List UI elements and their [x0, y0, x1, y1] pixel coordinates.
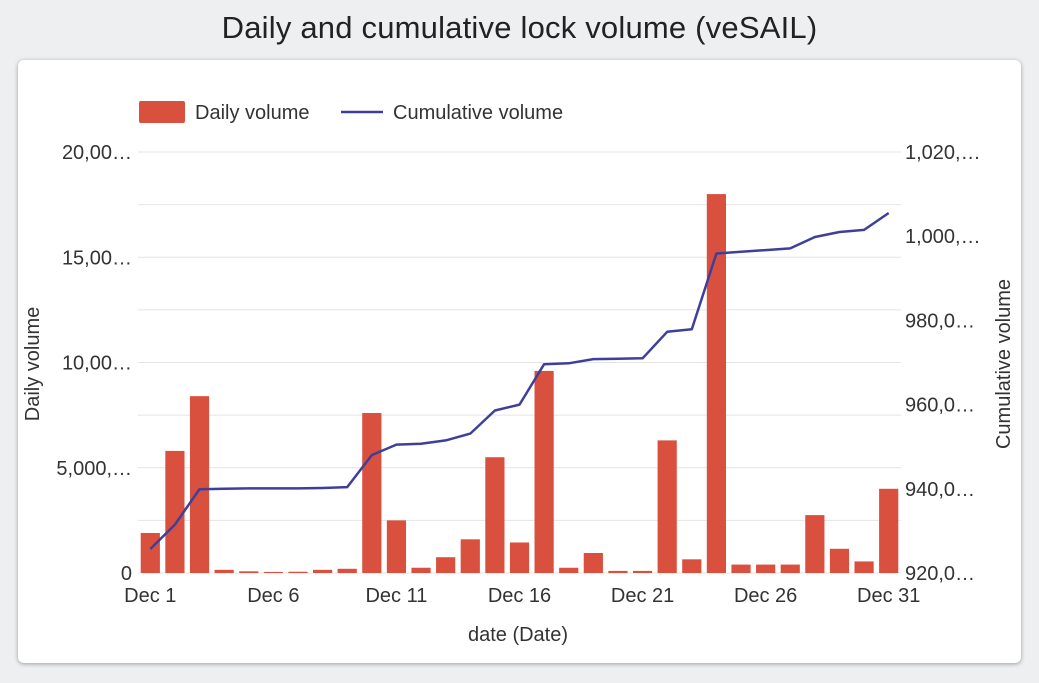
x-tick-label: Dec 6 — [247, 585, 299, 607]
bar-daily-volume — [337, 568, 357, 573]
bar-daily-volume — [239, 571, 259, 573]
bar-daily-volume — [362, 413, 382, 573]
chart: 05,000,…10,00…15,00…20,00… 920,0…940,0…9… — [22, 101, 1015, 646]
y-tick-label: 10,00… — [62, 353, 132, 375]
y-tick-label: 0 — [121, 563, 132, 585]
bar-daily-volume — [312, 569, 333, 573]
bar-daily-volume — [411, 567, 431, 573]
x-tick-label: Dec 11 — [365, 585, 427, 607]
y2-tick-label: 960,0… — [905, 395, 975, 417]
bar-daily-volume — [485, 457, 505, 573]
x-tick-label: Dec 21 — [611, 585, 674, 607]
y2-tick-label: 940,0… — [905, 479, 975, 501]
chart-card: 0 5,000,… 10,00… 15,00… 20,00… 920,0… 940,0… 9… — [18, 60, 1021, 663]
bar-daily-volume — [386, 520, 407, 573]
y-axis-title: Daily volume — [22, 307, 44, 421]
right-axis-ticks: 920,0… 940,0… 960,0… 980,0… 1,000,… 1,020,… — [905, 142, 981, 585]
y2-tick-label: 1,000,… — [905, 226, 981, 248]
page-title: Daily and cumulative lock volume (veSAIL… — [221, 10, 818, 45]
y-tick-label: 5,000,… — [56, 458, 132, 480]
x-axis-ticks: Dec 1 Dec 6 Dec 11 Dec 16 Dec 21 Dec 26 Dec 31 — [124, 585, 920, 607]
bar-daily-volume — [682, 559, 702, 573]
y2-axis-title: Cumulative volume — [993, 279, 1015, 449]
bar-daily-volume — [608, 570, 628, 573]
y2-tick-label: 1,020,… — [905, 142, 981, 164]
bar-daily-volume — [583, 553, 603, 573]
bar-daily-volume — [140, 533, 160, 573]
bar-daily-volume — [731, 564, 751, 573]
bar-daily-volume — [534, 370, 554, 573]
bar-daily-volume — [756, 564, 776, 573]
gridlines — [138, 151, 901, 574]
bar-daily-volume — [559, 567, 579, 573]
bar-daily-volume — [288, 571, 308, 573]
bar-daily-volume — [214, 569, 234, 573]
bar-daily-volume — [879, 488, 899, 573]
y2-tick-label: 920,0… — [905, 563, 975, 585]
bar-daily-volume — [165, 450, 185, 573]
cumulative-volume-line — [149, 211, 890, 550]
y2-tick-label: 980,0… — [905, 310, 975, 332]
cumulative-volume-line-group — [149, 211, 890, 550]
bar-daily-volume — [657, 440, 677, 573]
bar-daily-volume — [189, 396, 210, 573]
bar-daily-volume — [263, 571, 283, 573]
left-axis-ticks: 0 5,000,… 10,00… 15,00… 20,00… — [56, 142, 132, 585]
y-tick-label: 15,00… — [62, 247, 132, 269]
bar-daily-volume — [460, 539, 480, 573]
y-tick-label: 20,00… — [62, 142, 132, 164]
bar-daily-volume — [436, 557, 456, 573]
bar-daily-volume — [780, 564, 800, 573]
bar-daily-volume — [854, 561, 874, 573]
legend[interactable]: Daily volume Cumulative volume — [139, 101, 563, 124]
x-tick-label: Dec 16 — [488, 585, 551, 607]
bar-daily-volume — [509, 542, 530, 573]
bar-daily-volume — [632, 570, 653, 573]
daily-volume-bars — [140, 194, 899, 573]
legend-label-daily-volume: Daily volume — [195, 102, 309, 124]
x-tick-label: Dec 1 — [124, 585, 176, 607]
legend-label-cumulative-volume: Cumulative volume — [393, 102, 563, 124]
x-axis-title: date (Date) — [468, 624, 568, 646]
bar-daily-volume — [805, 515, 825, 573]
x-tick-label: Dec 31 — [857, 585, 920, 607]
bar-daily-volume — [829, 548, 850, 573]
legend-swatch-daily-volume — [139, 101, 185, 123]
x-tick-label: Dec 26 — [734, 585, 797, 607]
bar-daily-volume — [706, 194, 727, 573]
